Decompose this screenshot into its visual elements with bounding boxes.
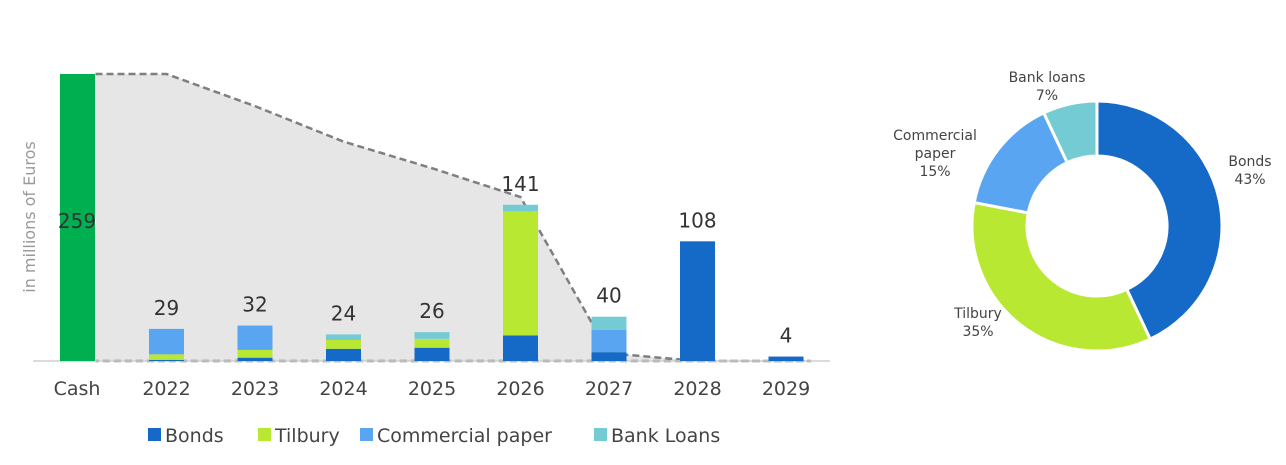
bar-2024-bank-loans (326, 334, 361, 340)
donut-label-bonds: Bonds 43% (1228, 154, 1271, 188)
bar-2025-bonds (414, 347, 450, 361)
bar-2024-tilbury (326, 339, 361, 349)
liquidity-area (95, 74, 811, 361)
x-tick-2023: 2023 (231, 378, 279, 400)
donut-chart: Bonds 43% Tilbury 35% Commercial paper 15% Bank… (893, 70, 1272, 353)
total-label-2028: 108 (678, 208, 716, 232)
legend-swatch-tilbury (258, 428, 271, 441)
legend-label-bank-loans: Bank Loans (611, 425, 720, 447)
donut-label-commercial-paper: Commercial paper 15% (893, 128, 977, 180)
bar-2023-bonds (237, 357, 273, 361)
bar-2022-tilbury (149, 354, 184, 360)
legend-swatch-commercial-paper (360, 428, 373, 441)
bar-2026-bank-loans (503, 204, 538, 212)
bar-chart: 259 29 32 24 26 141 40 108 4 Cash 2022 2023 2024 2025… (20, 72, 830, 447)
donut-slice-bonds (1095, 99, 1224, 342)
legend-label-bonds: Bonds (165, 425, 224, 447)
x-tick-2022: 2022 (142, 378, 190, 400)
bar-2025-bank-loans (414, 332, 450, 339)
bar-2028-bonds (680, 241, 715, 361)
bar-2027-commercial-paper (591, 329, 627, 353)
bar-2023-commercial-paper (237, 325, 273, 350)
legend-swatch-bonds (148, 428, 161, 441)
total-label-2029: 4 (780, 324, 793, 348)
legend-label-commercial-paper: Commercial paper (377, 425, 552, 447)
total-label-2027: 40 (596, 284, 621, 308)
x-tick-2024: 2024 (319, 378, 367, 400)
bar-2023-tilbury (237, 349, 273, 358)
bar-2026-tilbury (503, 211, 538, 336)
total-label-Cash: 259 (58, 209, 96, 233)
x-tick-2029: 2029 (762, 378, 810, 400)
bar-2026-bonds (503, 335, 538, 361)
total-label-2026: 141 (501, 172, 539, 196)
total-label-2024: 24 (331, 301, 356, 325)
total-label-2023: 32 (242, 293, 267, 317)
donut-label-bank-loans: Bank loans 7% (1009, 70, 1086, 104)
x-tick-2026: 2026 (496, 378, 544, 400)
bar-2022-bonds (149, 359, 184, 361)
bar-2024-bonds (326, 348, 361, 361)
donut-slice-tilbury (970, 200, 1153, 353)
donut-slice-bank-loans (1041, 99, 1099, 165)
x-tick-Cash: Cash (54, 378, 101, 400)
x-tick-2028: 2028 (673, 378, 721, 400)
bar-cash (60, 74, 95, 361)
legend-swatch-bank-loans (594, 428, 607, 441)
bar-2022-commercial-paper (149, 328, 184, 355)
bar-2027-bank-loans (591, 316, 627, 330)
bar-2027-bonds (591, 352, 627, 361)
bar-2025-tilbury (414, 338, 450, 348)
y-axis-label: in millions of Euros (20, 141, 39, 293)
donut-label-tilbury: Tilbury 35% (953, 306, 1002, 340)
x-tick-2027: 2027 (585, 378, 633, 400)
total-label-2022: 29 (154, 296, 179, 320)
bar-2029-bonds (768, 356, 804, 361)
x-tick-2025: 2025 (408, 378, 456, 400)
legend-label-tilbury: Tilbury (274, 425, 340, 447)
total-label-2025: 26 (419, 299, 444, 323)
